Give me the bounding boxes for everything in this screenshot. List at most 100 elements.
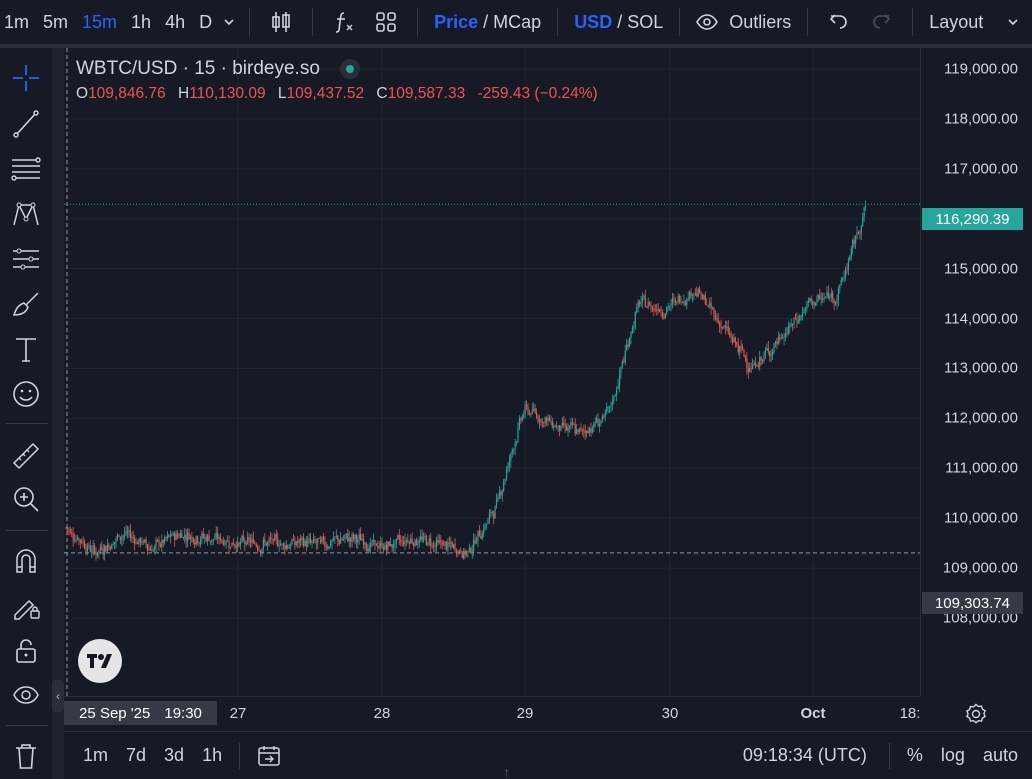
candlestick-chart-icon[interactable] xyxy=(264,5,298,39)
candle-body xyxy=(227,540,229,542)
candle-body xyxy=(787,327,789,335)
forecasting-tools-icon[interactable] xyxy=(6,239,46,279)
candle-body xyxy=(185,534,187,541)
candle-body xyxy=(199,539,202,544)
go-to-date-icon[interactable] xyxy=(248,744,290,768)
candlestick-plot[interactable] xyxy=(64,48,920,696)
lock-drawings-pencil-icon[interactable] xyxy=(6,586,46,626)
price-mcap-toggle[interactable]: Price / MCap xyxy=(428,12,547,33)
chevron-down-icon[interactable] xyxy=(219,5,239,39)
time-tick: 28 xyxy=(373,705,391,722)
range-3d[interactable]: 3d xyxy=(164,745,185,765)
timeframe-4h[interactable]: 4h xyxy=(165,11,186,32)
candle-body xyxy=(527,406,529,413)
outliers-button[interactable]: Outliers xyxy=(690,12,797,33)
ohlc-values: O109,846.76 H110,130.09 L109,437.52 C109… xyxy=(76,85,606,103)
ruler-icon[interactable] xyxy=(6,436,46,476)
low-value: 109,437.52 xyxy=(286,85,365,102)
candle-body xyxy=(504,479,506,482)
pattern-xabcd-icon[interactable] xyxy=(6,194,46,234)
candle-body xyxy=(551,421,553,428)
candle-body xyxy=(571,422,573,425)
tradingview-logo-icon[interactable] xyxy=(78,639,122,683)
candle-body xyxy=(204,536,206,538)
candle-body xyxy=(737,344,739,353)
candle-body xyxy=(606,407,608,412)
emoji-icon[interactable] xyxy=(6,374,46,414)
candle-body xyxy=(691,294,694,297)
utc-clock[interactable]: 09:18:34 (UTC) xyxy=(742,745,867,765)
timeframe-1h[interactable]: 1h xyxy=(131,11,152,32)
candle-body xyxy=(264,539,266,543)
timeframe-1m[interactable]: 1m xyxy=(4,11,30,32)
range-7d[interactable]: 7d xyxy=(126,745,147,765)
candle-body xyxy=(168,534,170,537)
collapse-sidebar-button[interactable]: ‹ xyxy=(52,680,64,712)
percent-scale-button[interactable]: % xyxy=(906,745,923,765)
magnet-icon[interactable] xyxy=(6,541,46,581)
candle-body xyxy=(445,541,448,550)
candle-body xyxy=(104,545,106,555)
candle-body xyxy=(248,536,250,541)
candle-body xyxy=(282,543,285,546)
symbol-title[interactable]: WBTC/USD · 15 · birdeye.so xyxy=(76,58,320,79)
candle-body xyxy=(298,539,300,544)
auto-scale-button[interactable]: auto xyxy=(982,745,1018,765)
candle-body xyxy=(235,545,237,548)
candle-body xyxy=(398,535,400,541)
candle-body xyxy=(638,301,641,305)
candle-body xyxy=(261,548,263,553)
range-1m[interactable]: 1m xyxy=(83,745,109,765)
currency-toggle[interactable]: USD / SOL xyxy=(568,12,669,33)
candle-body xyxy=(268,538,270,542)
candle-body xyxy=(384,544,386,550)
zoom-in-icon[interactable] xyxy=(6,479,46,519)
candle-body xyxy=(830,292,832,298)
trend-line-icon[interactable] xyxy=(6,104,46,144)
usd-option[interactable]: USD xyxy=(574,11,613,32)
log-scale-button[interactable]: log xyxy=(940,745,965,765)
visibility-eye-icon[interactable] xyxy=(6,675,46,715)
candle-body xyxy=(709,302,711,306)
candle-body xyxy=(212,539,214,541)
timeframe-1d[interactable]: D xyxy=(199,11,213,32)
templates-grid-icon[interactable] xyxy=(369,5,403,39)
candle-body xyxy=(287,545,289,549)
candle-body xyxy=(467,551,469,552)
lock-icon[interactable] xyxy=(6,631,46,671)
fib-retracement-icon[interactable] xyxy=(6,149,46,189)
candle-body xyxy=(714,315,716,320)
mcap-option[interactable]: MCap xyxy=(493,11,542,32)
trash-icon[interactable] xyxy=(6,736,46,776)
price-option[interactable]: Price xyxy=(434,11,479,32)
arrow-up-icon[interactable]: ↑ xyxy=(503,764,510,779)
redo-icon[interactable] xyxy=(864,5,898,39)
divider xyxy=(888,742,890,769)
candle-body xyxy=(82,541,84,543)
candle-body xyxy=(786,333,788,335)
candle-body xyxy=(538,419,541,422)
candle-body xyxy=(524,404,526,415)
candle-body xyxy=(548,417,551,422)
text-tool-icon[interactable] xyxy=(6,329,46,369)
gear-icon[interactable] xyxy=(960,700,992,728)
undo-icon[interactable] xyxy=(822,5,856,39)
timeframe-15m[interactable]: 15m xyxy=(82,11,118,32)
candle-body xyxy=(833,299,835,304)
candle-body xyxy=(382,547,385,550)
candle-body xyxy=(597,418,599,427)
sol-option[interactable]: SOL xyxy=(627,11,664,32)
market-status-icon[interactable] xyxy=(339,59,360,79)
layout-menu[interactable]: Layout xyxy=(923,12,1026,33)
candle-body xyxy=(146,544,149,551)
candle-body xyxy=(380,542,382,547)
candle-body xyxy=(202,533,204,538)
crosshair-icon[interactable] xyxy=(6,58,46,98)
range-1h[interactable]: 1h xyxy=(202,745,223,765)
price-chart[interactable] xyxy=(64,48,920,696)
candle-body xyxy=(370,542,372,548)
indicators-fx-icon[interactable] xyxy=(327,5,361,39)
brush-icon[interactable] xyxy=(6,284,46,324)
candle-body xyxy=(169,535,172,537)
timeframe-5m[interactable]: 5m xyxy=(43,11,69,32)
